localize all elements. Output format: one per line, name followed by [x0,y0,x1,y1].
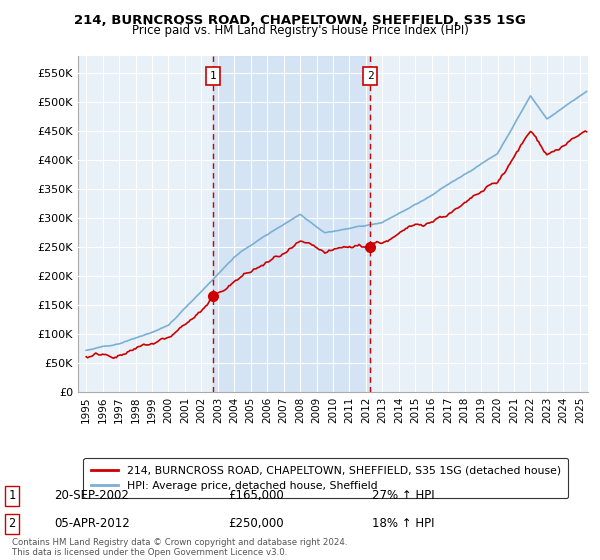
Text: 214, BURNCROSS ROAD, CHAPELTOWN, SHEFFIELD, S35 1SG: 214, BURNCROSS ROAD, CHAPELTOWN, SHEFFIE… [74,14,526,27]
Text: Price paid vs. HM Land Registry's House Price Index (HPI): Price paid vs. HM Land Registry's House … [131,24,469,37]
Text: £165,000: £165,000 [228,489,284,502]
Legend: 214, BURNCROSS ROAD, CHAPELTOWN, SHEFFIELD, S35 1SG (detached house), HPI: Avera: 214, BURNCROSS ROAD, CHAPELTOWN, SHEFFIE… [83,458,568,498]
Text: £250,000: £250,000 [228,517,284,530]
Text: Contains HM Land Registry data © Crown copyright and database right 2024.
This d: Contains HM Land Registry data © Crown c… [12,538,347,557]
Text: 1: 1 [8,489,16,502]
Text: 2: 2 [8,517,16,530]
Bar [213,56,370,392]
Text: 05-APR-2012: 05-APR-2012 [54,517,130,530]
Text: 1: 1 [210,71,217,81]
Text: 27% ↑ HPI: 27% ↑ HPI [372,489,434,502]
Text: 18% ↑ HPI: 18% ↑ HPI [372,517,434,530]
Text: 20-SEP-2002: 20-SEP-2002 [54,489,129,502]
Text: 2: 2 [367,71,373,81]
